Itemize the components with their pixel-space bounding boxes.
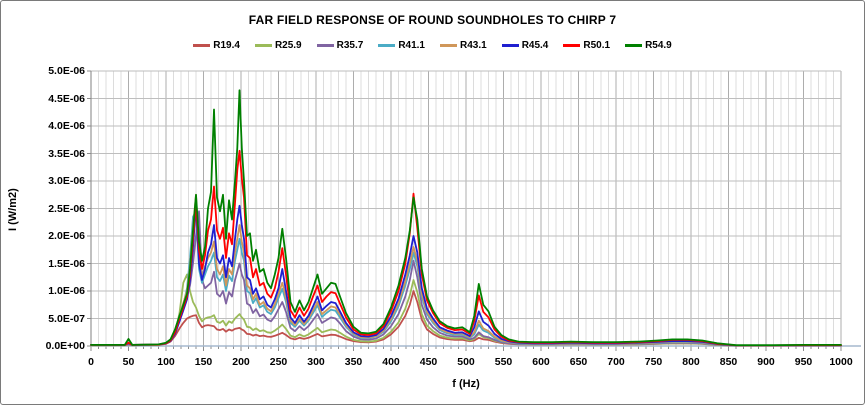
y-tick-label: 2.5E-06 — [48, 202, 85, 215]
x-tick-label: 500 — [457, 356, 475, 368]
legend-swatch — [378, 44, 396, 47]
legend-swatch — [440, 44, 457, 47]
y-tick-label: 0.0E+00 — [45, 340, 85, 352]
series-line-R54.9 — [90, 89, 842, 347]
y-axis-title: I (W/m2) — [7, 187, 19, 231]
x-tick-label: 200 — [232, 356, 250, 368]
legend-swatch — [193, 44, 211, 47]
x-tick-label: 800 — [682, 356, 700, 368]
y-tick-label: 3.5E-06 — [48, 147, 85, 160]
legend-item-R35.7: R35.7 — [316, 40, 364, 51]
legend: R19.4 R25.9 R35.7 R41.1 R43.1 R45.4 R50.1 R54.9 — [1, 40, 864, 51]
y-tick-label: 5.0E-06 — [48, 65, 85, 77]
legend-label: R41.1 — [398, 40, 425, 51]
legend-item-R41.1: R41.1 — [378, 40, 425, 51]
x-tick-label: 450 — [419, 356, 438, 368]
legend-item-R50.1: R50.1 — [563, 40, 610, 51]
legend-swatch — [625, 44, 643, 47]
legend-item-R43.1: R43.1 — [440, 40, 487, 51]
x-tick-label: 50 — [122, 356, 135, 368]
x-tick-label: 1000 — [829, 356, 853, 368]
x-tick-label: 950 — [794, 356, 813, 368]
y-tick-label: 3.0E-06 — [48, 175, 85, 187]
x-tick-label: 700 — [607, 356, 625, 368]
legend-swatch — [316, 44, 334, 47]
x-tick-label: 600 — [532, 356, 550, 368]
y-tick-label: 4.5E-06 — [48, 92, 85, 105]
x-tick-label: 100 — [157, 356, 175, 368]
x-tick-label: 300 — [307, 356, 325, 368]
legend-label: R45.4 — [521, 40, 549, 51]
x-tick-label: 150 — [194, 356, 213, 368]
y-tick-label: 4.0E-06 — [48, 120, 85, 132]
legend-label: R50.1 — [583, 40, 611, 51]
x-tick-label: 750 — [644, 356, 663, 368]
legend-label: R43.1 — [460, 40, 487, 51]
x-tick-label: 550 — [494, 356, 513, 368]
y-tick-label: 2.0E-06 — [48, 230, 85, 242]
x-axis-title: f (Hz) — [452, 378, 480, 390]
x-tick-label: 350 — [344, 356, 363, 368]
y-tick-label: 1.5E-06 — [48, 257, 85, 270]
legend-label: R19.4 — [213, 40, 240, 51]
x-tick-label: 400 — [382, 356, 400, 368]
legend-item-R19.4: R19.4 — [193, 40, 240, 51]
legend-item-R25.9: R25.9 — [254, 40, 302, 51]
y-tick-label: 5.0E-07 — [48, 312, 85, 325]
legend-item-R54.9: R54.9 — [625, 40, 672, 51]
chart-title: FAR FIELD RESPONSE OF ROUND SOUNDHOLES T… — [248, 13, 617, 27]
legend-item-R45.4: R45.4 — [501, 40, 549, 51]
legend-label: R35.7 — [336, 40, 364, 51]
x-tick-label: 0 — [88, 356, 94, 368]
legend-swatch — [501, 44, 519, 47]
x-tick-label: 250 — [269, 356, 288, 368]
y-tick-label: 1.0E-06 — [48, 285, 85, 297]
legend-label: R25.9 — [274, 40, 302, 51]
legend-label: R54.9 — [645, 40, 672, 51]
x-tick-label: 650 — [569, 356, 588, 368]
x-tick-label: 850 — [719, 356, 738, 368]
x-tick-label: 900 — [757, 356, 775, 368]
legend-swatch — [254, 44, 272, 47]
legend-swatch — [563, 44, 581, 47]
